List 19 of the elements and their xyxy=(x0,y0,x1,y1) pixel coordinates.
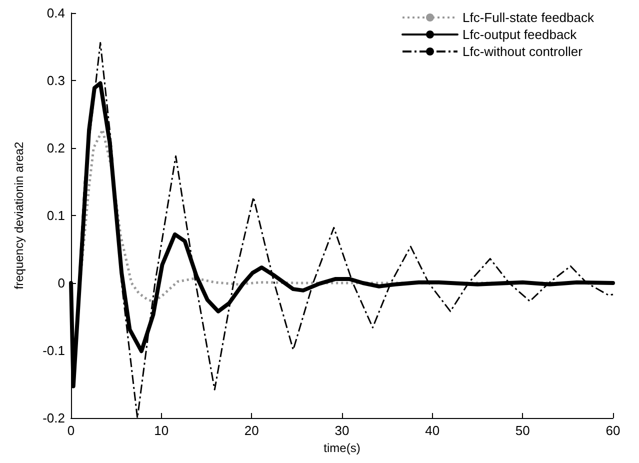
x-axis-title: time(s) xyxy=(324,440,360,455)
x-tick-label: 50 xyxy=(515,423,530,438)
y-tick-label: 0.1 xyxy=(46,208,65,223)
y-tick-label: 0 xyxy=(58,276,65,290)
legend-label: Lfc-Full-state feedback xyxy=(462,10,594,25)
x-tick-label: 0 xyxy=(67,423,75,438)
x-tick-label: 10 xyxy=(154,423,169,438)
x-tick-label: 60 xyxy=(606,423,620,438)
x-tick-label: 40 xyxy=(425,423,440,438)
y-tick-label: 0.2 xyxy=(46,140,65,156)
y-tick-label: -0.2 xyxy=(42,410,65,426)
x-tick-label: 30 xyxy=(334,423,350,438)
y-axis-title: frequency deviationin area2 xyxy=(12,141,26,290)
legend-label: Lfc-without controller xyxy=(462,44,584,59)
y-tick-label: 0.4 xyxy=(46,6,65,20)
legend-label: Lfc-output feedback xyxy=(462,27,578,42)
x-tick-label: 20 xyxy=(244,423,259,438)
y-tick-label: -0.1 xyxy=(42,343,65,358)
y-tick-label: 0.3 xyxy=(46,73,65,88)
